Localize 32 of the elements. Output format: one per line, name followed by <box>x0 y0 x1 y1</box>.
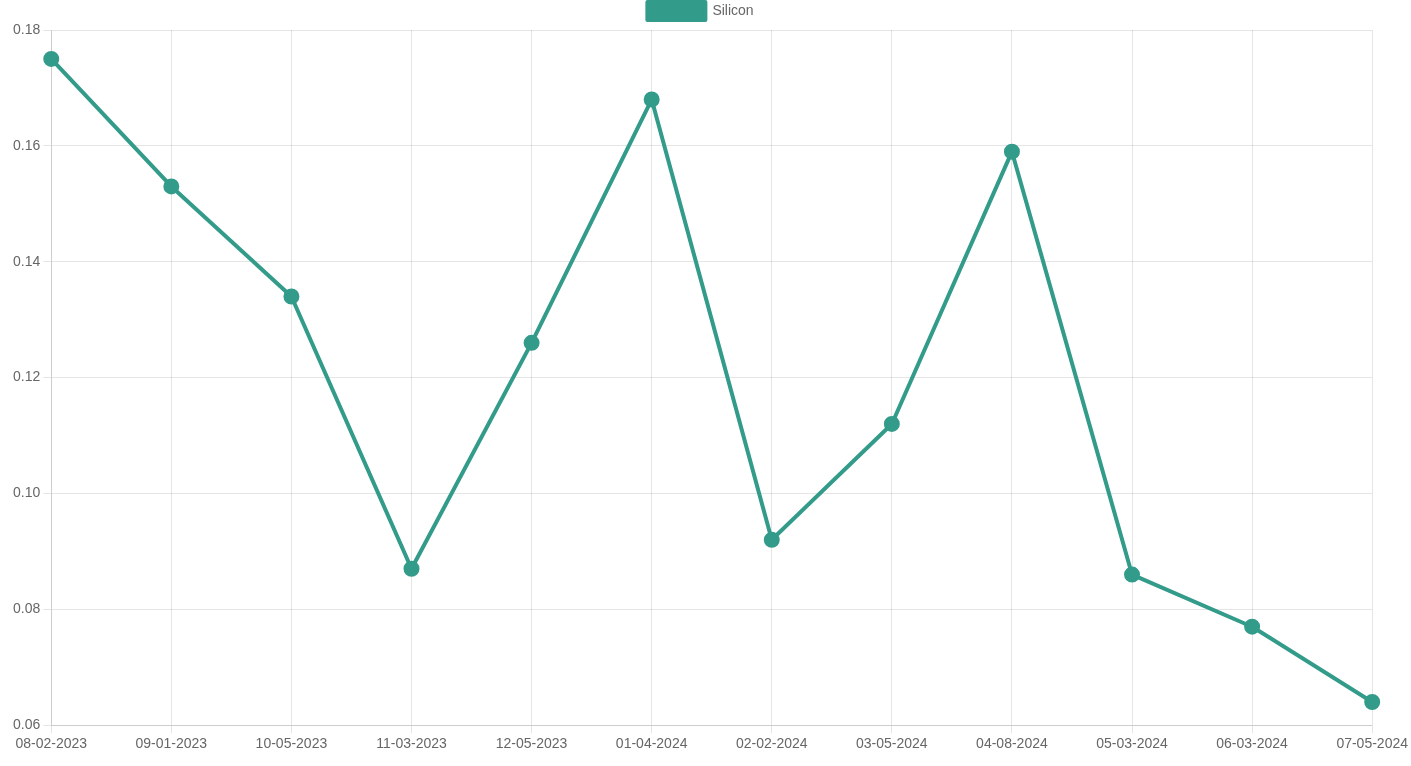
point <box>643 91 660 108</box>
point <box>523 334 540 351</box>
x-tick-label: 07-05-2024 <box>1336 735 1409 752</box>
y-tick-label: 0.10 <box>13 484 41 501</box>
x-tick-label: 02-02-2024 <box>735 735 808 752</box>
x-tick-label: 12-05-2023 <box>495 735 568 752</box>
x-tick-label: 08-02-2023 <box>15 735 88 752</box>
y-tick-label: 0.16 <box>13 136 41 153</box>
y-tick-label: 0.14 <box>13 252 41 269</box>
point <box>283 288 300 305</box>
y-tick-label: 0.18 <box>13 20 41 37</box>
x-tick-label: 03-05-2024 <box>856 735 928 752</box>
point <box>163 178 180 195</box>
x-tick-label: 11-03-2023 <box>376 735 447 752</box>
y-tick-label: 0.12 <box>13 368 41 385</box>
point <box>43 50 60 67</box>
point <box>403 560 420 577</box>
y-tick-label: 0.06 <box>13 716 41 733</box>
x-tick-label: 04-08-2024 <box>976 735 1048 752</box>
legend-label: Silicon <box>712 1 754 18</box>
point <box>1003 143 1020 160</box>
x-tick-label: 10-05-2023 <box>255 735 328 752</box>
x-tick-label: 09-01-2023 <box>135 735 208 752</box>
y-tick-label: 0.08 <box>13 600 41 617</box>
point <box>1244 618 1261 635</box>
x-tick-label: 05-03-2024 <box>1096 735 1169 752</box>
x-tick-label: 01-04-2024 <box>615 735 688 752</box>
x-tick-label: 06-03-2024 <box>1216 735 1289 752</box>
point <box>883 415 900 432</box>
point <box>763 531 780 548</box>
point <box>1364 694 1381 711</box>
point <box>1124 566 1141 583</box>
